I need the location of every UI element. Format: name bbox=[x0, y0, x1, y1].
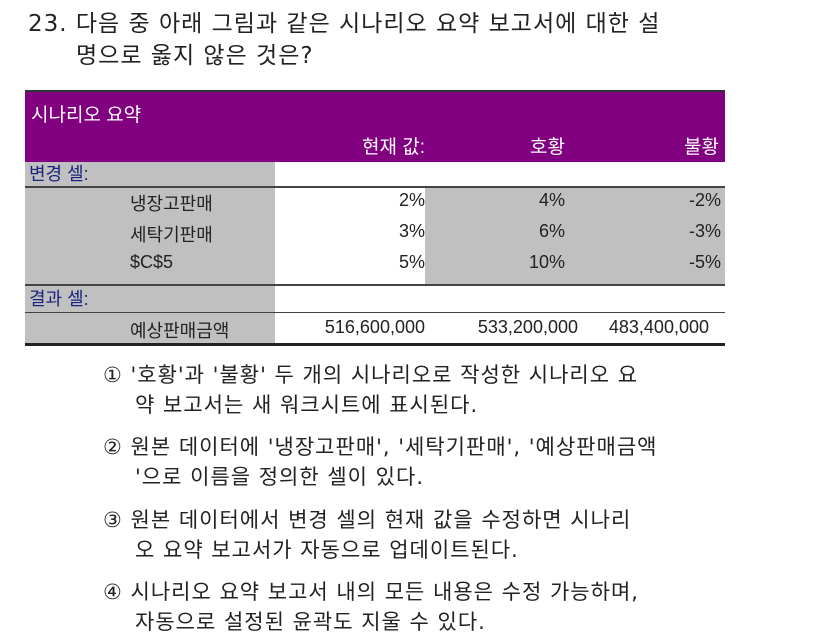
option-line1: ② 원본 데이터에 '냉장고판매', '세탁기판매', '예상판매금액 bbox=[103, 435, 658, 459]
row-name: 냉장고판매 bbox=[130, 194, 213, 214]
row-value: 5% bbox=[398, 252, 425, 272]
option-line2: 자동으로 설정된 윤곽도 지울 수 있다. bbox=[135, 610, 486, 634]
option-line1: ④ 시나리오 요약 보고서 내의 모든 내용은 수정 가능하며, bbox=[103, 580, 639, 604]
changing-cells-label: 변경 셀: bbox=[25, 162, 275, 186]
scenario-summary-table: 시나리오 요약 현재 값: 호황 불황 변경 셀: 냉장고판매 2% 4% -2% 세탁… bbox=[25, 90, 725, 346]
answer-option: ④ 시나리오 요약 보고서 내의 모든 내용은 수정 가능하며, 자동으로 설정된… bbox=[103, 577, 639, 637]
option-line2: 오 요약 보고서가 자동으로 업데이트된다. bbox=[135, 538, 519, 562]
table-title: 시나리오 요약 bbox=[31, 105, 142, 126]
result-value: 483,400,000 bbox=[608, 317, 709, 337]
row-name: 세탁기판매 bbox=[130, 225, 213, 245]
row-value: -2% bbox=[688, 190, 721, 210]
row-value: -3% bbox=[688, 221, 721, 241]
result-value: 533,200,000 bbox=[477, 317, 578, 337]
column-boom: 호황 bbox=[530, 137, 565, 158]
option-line2: 약 보고서는 새 워크시트에 표시된다. bbox=[135, 393, 479, 417]
row-name: $C$5 bbox=[130, 252, 174, 272]
result-value: 516,600,000 bbox=[324, 317, 425, 337]
row-value: -5% bbox=[688, 252, 721, 272]
row-value: 6% bbox=[538, 221, 565, 241]
question-text-line1: 다음 중 아래 그림과 같은 시나리오 요약 보고서에 대한 설 bbox=[75, 11, 661, 37]
column-current-value: 현재 값: bbox=[362, 137, 425, 158]
table-header: 시나리오 요약 현재 값: 호황 불황 bbox=[25, 90, 725, 162]
row-value: 2% bbox=[398, 190, 425, 210]
column-recession: 불황 bbox=[684, 137, 719, 158]
result-cells-label: 결과 셀: bbox=[25, 286, 275, 312]
answer-option: ② 원본 데이터에 '냉장고판매', '세탁기판매', '예상판매금액 '으로 이… bbox=[103, 432, 657, 492]
row-value: 3% bbox=[398, 221, 425, 241]
option-line1: ① '호황'과 '불황' 두 개의 시나리오로 작성한 시나리오 요 bbox=[103, 363, 639, 387]
question-number: 23. bbox=[28, 11, 68, 37]
option-line1: ③ 원본 데이터에서 변경 셀의 현재 값을 수정하면 시나리 bbox=[103, 508, 632, 532]
question-text-line2: 명으로 옳지 않은 것은? bbox=[76, 43, 314, 69]
row-value: 10% bbox=[528, 252, 565, 272]
option-line2: '으로 이름을 정의한 셀이 있다. bbox=[135, 465, 424, 489]
question-stem: 23. 다음 중 아래 그림과 같은 시나리오 요약 보고서에 대한 설 명으로… bbox=[28, 8, 660, 72]
row-value: 4% bbox=[538, 190, 565, 210]
result-name: 예상판매금액 bbox=[130, 321, 230, 341]
